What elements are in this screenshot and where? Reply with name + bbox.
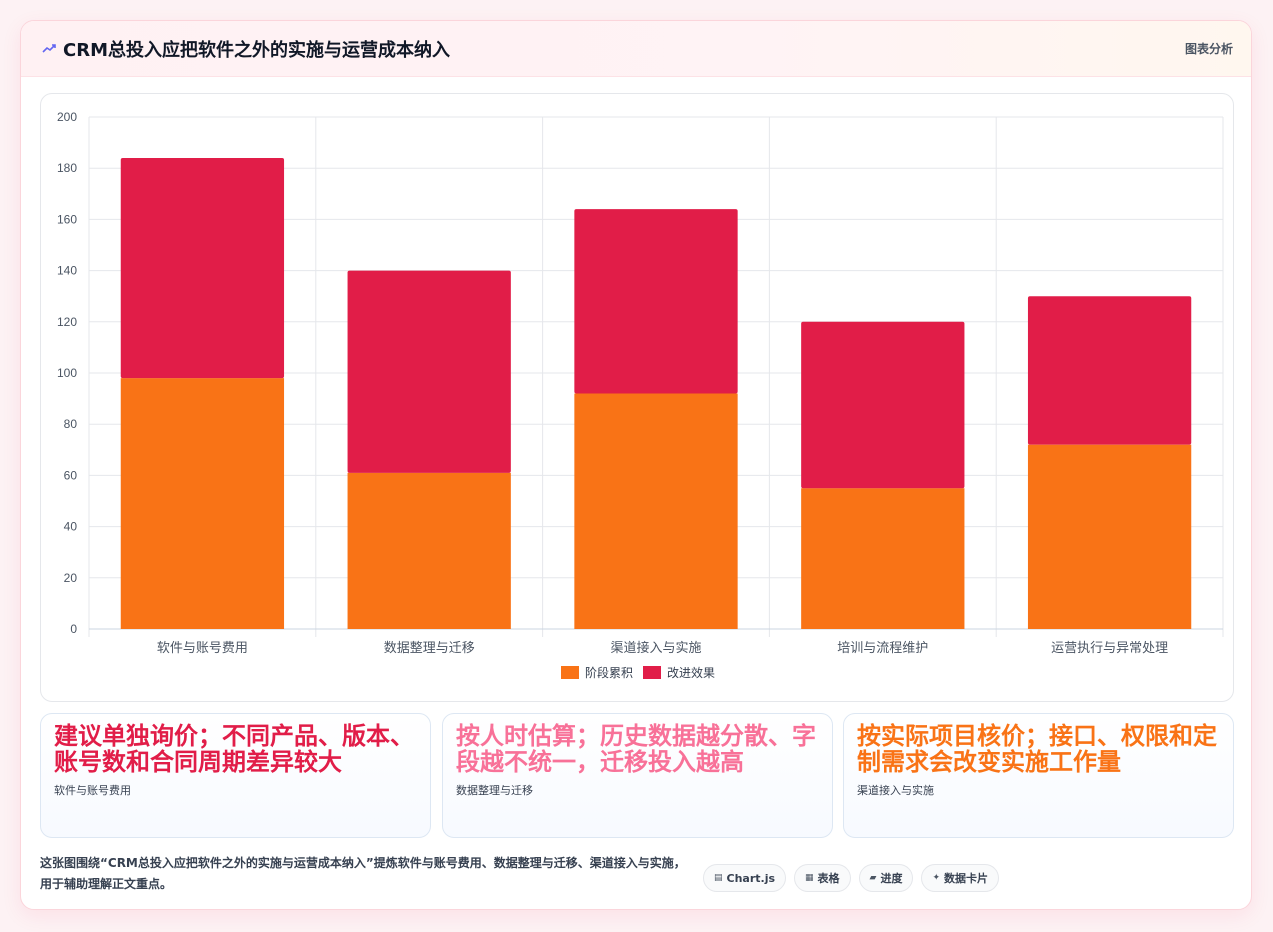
chip-chartjs[interactable]: ▤ Chart.js [703, 864, 787, 892]
progress-icon: ▰ [869, 873, 877, 883]
bar-segment [801, 321, 965, 489]
bar-segment [801, 488, 965, 629]
sparkle-icon: ✦ [932, 873, 941, 883]
bar-segment [120, 157, 285, 379]
stacked-bar-chart: 0 20 40 60 80 100 120 140 160 180 200 软件与账号费用 数据整理与迁… [57, 110, 1224, 680]
page-title: CRM总投入应把软件之外的实施与运营成本纳入 [63, 40, 450, 61]
chip-label: Chart.js [726, 871, 776, 885]
y-tick-label: 0 [70, 622, 77, 636]
chip-label: 数据卡片 [944, 872, 989, 885]
stat-card-implementation: 按实际项目核价；接口、权限和定制需求会改变实施工作量 渠道接入与实施 [843, 713, 1234, 838]
bar-segment [574, 393, 738, 629]
chart-description: 这张图围绕“CRM总投入应把软件之外的实施与运营成本纳入”提炼软件与账号费用、数… [40, 856, 686, 891]
card-header: CRM总投入应把软件之外的实施与运营成本纳入 图表分析 [21, 21, 1251, 77]
stat-card-migration: 按人时估算；历史数据越分散、字段越不统一，迁移投入越高 数据整理与迁移 [442, 713, 833, 838]
x-tick-label: 渠道接入与实施 [610, 640, 701, 656]
chart-card: CRM总投入应把软件之外的实施与运营成本纳入 图表分析 0 20 40 60 80 100… [20, 20, 1252, 910]
bar-segment [120, 378, 285, 629]
stat-label: 数据整理与迁移 [456, 784, 533, 797]
stat-label: 渠道接入与实施 [857, 784, 934, 797]
feature-chips: ▤ Chart.js ▦ 表格 ▰ 进度 ✦ 数据卡片 [703, 864, 1000, 892]
stat-label: 软件与账号费用 [54, 784, 131, 797]
x-tick-label: 软件与账号费用 [157, 641, 248, 656]
y-tick-label: 100 [57, 366, 77, 380]
stat-value: 按实际项目核价；接口、权限和定制需求会改变实施工作量 [857, 723, 1217, 776]
y-tick-label: 40 [64, 520, 78, 534]
bar-segment [347, 270, 511, 473]
legend-label: 阶段累积 [585, 665, 633, 680]
chart-analysis-link[interactable]: 图表分析 [1184, 42, 1233, 56]
y-tick-label: 120 [57, 315, 77, 329]
chip-label: 进度 [880, 872, 903, 885]
x-tick-label: 数据整理与迁移 [384, 641, 475, 656]
legend-swatch [561, 666, 579, 679]
y-tick-label: 80 [64, 417, 78, 431]
bar-segment [574, 209, 738, 394]
bar-segment [347, 472, 511, 629]
y-tick-label: 60 [64, 468, 78, 482]
chip-data-cards[interactable]: ✦ 数据卡片 [921, 864, 1000, 892]
y-tick-label: 140 [57, 264, 77, 278]
stat-card-software: 建议单独询价；不同产品、版本、账号数和合同周期差异较大 软件与账号费用 [40, 713, 431, 838]
chip-label: 表格 [817, 872, 840, 885]
stat-value: 按人时估算；历史数据越分散、字段越不统一，迁移投入越高 [456, 723, 816, 776]
y-tick-label: 200 [57, 110, 77, 124]
chip-table[interactable]: ▦ 表格 [794, 864, 851, 892]
trend-line-icon [42, 44, 56, 53]
x-tick-label: 运营执行与异常处理 [1051, 641, 1168, 656]
chip-progress[interactable]: ▰ 进度 [858, 864, 914, 892]
stat-value: 建议单独询价；不同产品、版本、账号数和合同周期差异较大 [54, 723, 414, 776]
y-tick-label: 180 [57, 161, 77, 175]
x-tick-label: 培训与流程维护 [837, 640, 928, 656]
bar-segment [1027, 296, 1192, 445]
legend-swatch [643, 666, 661, 679]
bar-segment [1027, 444, 1192, 629]
chart-icon: ▤ [714, 873, 723, 883]
y-tick-label: 160 [57, 212, 77, 226]
table-icon: ▦ [805, 873, 814, 883]
chart-panel: 0 20 40 60 80 100 120 140 160 180 200 软件与账号费用 数据整理与迁… [40, 93, 1234, 702]
y-tick-label: 20 [64, 571, 78, 585]
legend-label: 改进效果 [667, 665, 715, 680]
